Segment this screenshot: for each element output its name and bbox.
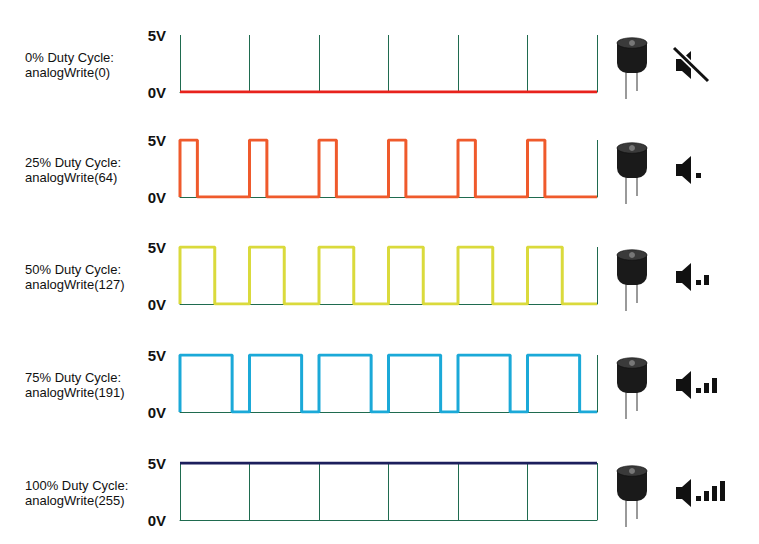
svg-text:0V: 0V	[148, 84, 166, 101]
svg-text:analogWrite(127): analogWrite(127)	[25, 277, 124, 292]
svg-text:0V: 0V	[148, 512, 166, 529]
svg-text:analogWrite(255): analogWrite(255)	[25, 493, 124, 508]
svg-text:75% Duty Cycle:: 75% Duty Cycle:	[25, 370, 121, 385]
svg-text:50% Duty Cycle:: 50% Duty Cycle:	[25, 262, 121, 277]
svg-text:analogWrite(64): analogWrite(64)	[25, 170, 117, 185]
svg-text:0V: 0V	[148, 296, 166, 313]
svg-text:0% Duty Cycle:: 0% Duty Cycle:	[25, 50, 114, 65]
svg-text:100% Duty Cycle:: 100% Duty Cycle:	[25, 478, 128, 493]
svg-text:5V: 5V	[148, 27, 166, 44]
svg-text:5V: 5V	[148, 347, 166, 364]
svg-text:5V: 5V	[148, 455, 166, 472]
svg-text:5V: 5V	[148, 239, 166, 256]
svg-text:analogWrite(0): analogWrite(0)	[25, 65, 110, 80]
svg-text:25% Duty Cycle:: 25% Duty Cycle:	[25, 155, 121, 170]
svg-text:analogWrite(191): analogWrite(191)	[25, 385, 124, 400]
svg-text:5V: 5V	[148, 132, 166, 149]
svg-text:0V: 0V	[148, 404, 166, 421]
svg-text:0V: 0V	[148, 189, 166, 206]
